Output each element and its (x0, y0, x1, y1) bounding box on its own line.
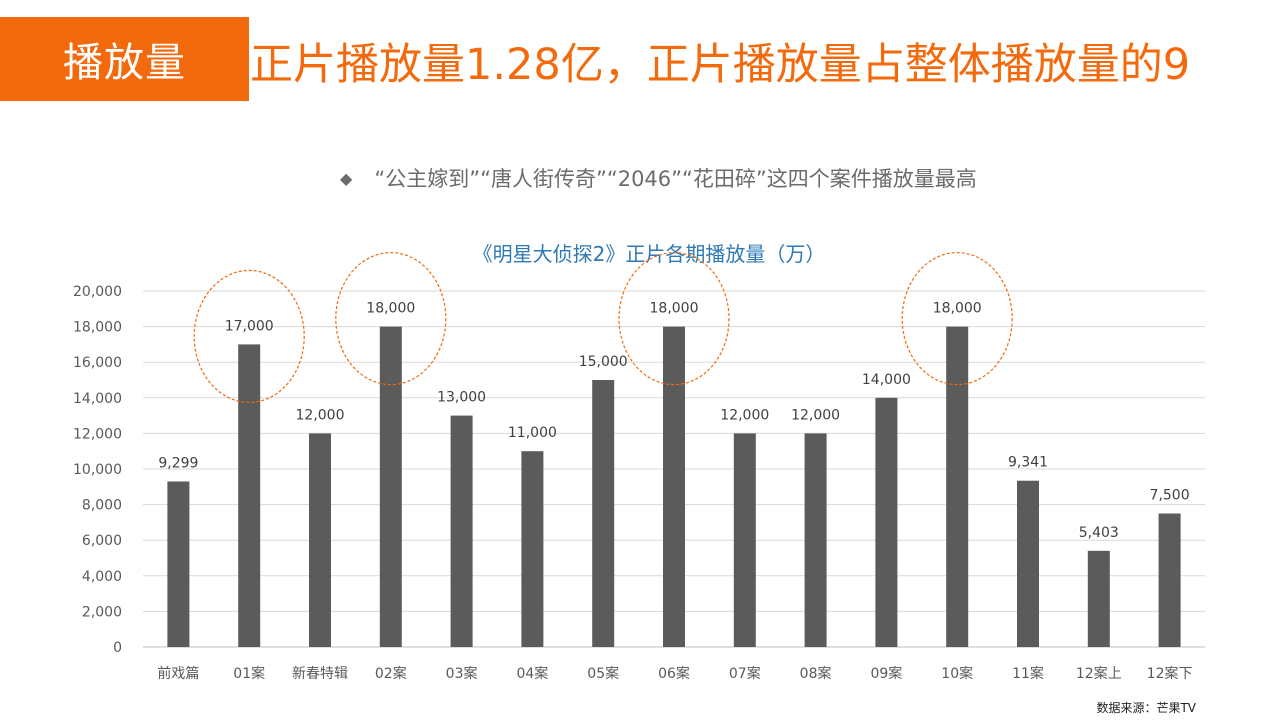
bar (1087, 550, 1110, 647)
bar (167, 481, 190, 647)
bar (875, 397, 898, 647)
x-tick-label: 10案 (941, 665, 973, 682)
y-tick-label: 8,000 (82, 498, 122, 514)
bar (309, 433, 331, 647)
x-tick-label: 09案 (870, 665, 902, 682)
x-tick-label: 05案 (587, 665, 619, 682)
y-tick-label: 0 (113, 640, 122, 656)
bar (238, 344, 261, 647)
data-label: 12,000 (296, 407, 345, 423)
y-tick-label: 4,000 (82, 569, 122, 585)
data-label: 18,000 (650, 301, 699, 317)
chart-title: 《明星大侦探2》正片各期播放量（万） (472, 242, 826, 266)
title-tag-label: 播放量 (63, 40, 186, 86)
insight-bullet: ◆ “公主嫁到”“唐人街传奇”“2046”“花田碎”这四个案件播放量最高 (340, 160, 977, 196)
page-headline: 正片播放量1.28亿，正片播放量占整体播放量的9 (250, 40, 1191, 90)
bar (946, 326, 969, 647)
x-tick-label: 03案 (446, 665, 478, 682)
data-label: 11,000 (508, 425, 557, 441)
x-tick-label: 前戏篇 (157, 665, 199, 682)
x-tick-label: 04案 (516, 665, 548, 682)
data-source-note: 数据来源：芒果TV (1096, 701, 1196, 715)
insight-text: “公主嫁到”“唐人街传奇”“2046”“花田碎”这四个案件播放量最高 (374, 167, 977, 191)
y-tick-label: 12,000 (73, 426, 122, 442)
bar (1017, 480, 1039, 647)
bar (450, 415, 473, 647)
x-tick-label: 11案 (1012, 665, 1044, 682)
data-label: 5,403 (1079, 525, 1119, 541)
data-label: 14,000 (862, 372, 911, 388)
y-tick-label: 2,000 (82, 604, 122, 620)
y-tick-label: 16,000 (73, 355, 122, 371)
data-label: 15,000 (579, 354, 628, 370)
y-tick-label: 18,000 (73, 320, 122, 336)
y-tick-label: 14,000 (73, 391, 122, 407)
data-label: 12,000 (720, 407, 769, 423)
data-label: 18,000 (366, 301, 415, 317)
data-label: 9,341 (1008, 455, 1048, 471)
bar (592, 380, 615, 647)
highlight-circle (618, 252, 730, 386)
title-tag: 播放量 (0, 17, 249, 101)
bar (379, 326, 402, 647)
data-label: 9,299 (158, 455, 198, 471)
highlight-circle (901, 252, 1013, 386)
data-label: 18,000 (933, 301, 982, 317)
x-tick-label: 12案下 (1147, 665, 1193, 682)
bar (733, 433, 756, 647)
highlight-circle (193, 269, 305, 403)
x-tick-label: 01案 (233, 665, 265, 682)
data-label: 17,000 (225, 318, 274, 334)
x-tick-label: 02案 (375, 665, 407, 682)
y-tick-label: 20,000 (73, 284, 122, 300)
x-tick-label: 07案 (729, 665, 761, 682)
bar (663, 326, 685, 647)
x-tick-label: 新春特辑 (292, 666, 348, 682)
highlight-circle (335, 252, 447, 386)
data-label: 13,000 (437, 390, 486, 406)
y-tick-label: 6,000 (82, 533, 122, 549)
x-tick-label: 08案 (800, 665, 832, 682)
bar (804, 433, 827, 647)
x-tick-label: 06案 (658, 665, 690, 682)
y-tick-label: 10,000 (73, 462, 122, 478)
bar (1158, 513, 1181, 647)
bar (521, 451, 544, 647)
diamond-bullet-icon: ◆ (340, 168, 353, 188)
data-label: 12,000 (791, 407, 840, 423)
data-label: 7,500 (1150, 488, 1190, 504)
x-tick-label: 12案上 (1076, 665, 1122, 682)
